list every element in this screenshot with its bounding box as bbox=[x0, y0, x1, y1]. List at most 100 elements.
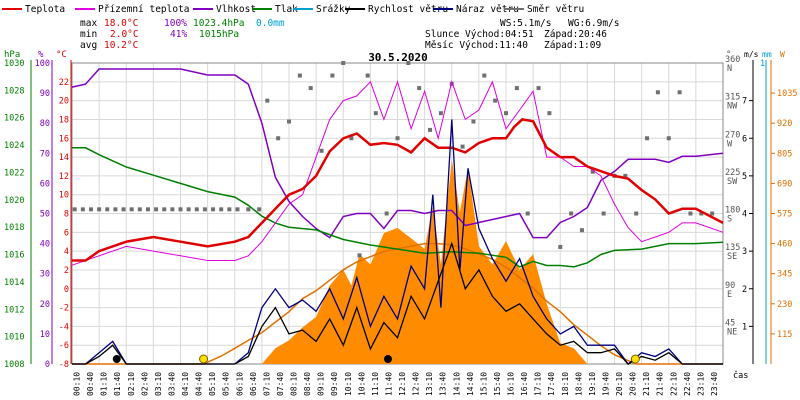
axes: 1030102810261024102210201018101610141012… bbox=[4, 55, 797, 396]
temp-tick-label: 16 bbox=[59, 134, 69, 144]
time-tick-label: 07:10 bbox=[262, 372, 271, 396]
stat-max-temp: 18.0°C bbox=[104, 18, 138, 29]
stat-max-rain: 0.0mm bbox=[256, 18, 285, 29]
hum-tick-label: 20 bbox=[40, 300, 50, 310]
time-tick-label: 17:40 bbox=[547, 372, 556, 396]
press-tick-label: 1012 bbox=[4, 305, 24, 315]
temp-tick-label: -2 bbox=[59, 304, 69, 314]
stats: max 18.0°C 100% 1023.4hPa 0.0mm min 2.0°… bbox=[80, 18, 285, 51]
temp-tick-label: 8 bbox=[64, 210, 69, 220]
stat-min-label: min bbox=[80, 29, 97, 40]
stat-max-label: max bbox=[80, 18, 97, 29]
time-tick-label: 14:40 bbox=[466, 372, 475, 396]
press-tick-label: 1028 bbox=[4, 86, 24, 96]
wind-direction-point bbox=[623, 173, 628, 178]
time-tick-label: 22:10 bbox=[669, 372, 678, 396]
wind-direction-point bbox=[666, 136, 671, 141]
wind-direction-point bbox=[113, 207, 118, 212]
time-tick-label: 13:10 bbox=[425, 372, 434, 396]
hum-tick-label: 100 bbox=[35, 59, 50, 69]
hum-tick-label: 30 bbox=[40, 270, 50, 280]
wind-direction-point bbox=[504, 111, 508, 116]
legend-prizemni-teplota: Přízemní teplota bbox=[75, 4, 190, 15]
solar-tick-label: 345 bbox=[777, 270, 792, 280]
time-tick-label: 02:40 bbox=[140, 372, 149, 396]
time-tick-label: 20:10 bbox=[615, 372, 624, 396]
stat-min-temp: 2.0°C bbox=[110, 29, 139, 40]
press-tick-label: 1014 bbox=[4, 278, 24, 288]
info-sunset: Západ:20:46 bbox=[544, 29, 607, 40]
hum-unit: % bbox=[38, 50, 44, 60]
stat-min-hum: 41% bbox=[170, 29, 187, 40]
dir-tick-name: W bbox=[727, 139, 733, 149]
stat-avg-label: avg bbox=[80, 40, 97, 51]
wind-direction-point bbox=[384, 211, 389, 216]
wind-tick-label: 6 bbox=[742, 134, 747, 144]
wind-direction-point bbox=[525, 211, 530, 216]
solar-tick-label: 460 bbox=[777, 240, 792, 250]
sun-marker bbox=[630, 354, 640, 364]
chart-title: 30.5.2020 bbox=[368, 51, 428, 64]
wind-direction-point bbox=[202, 207, 207, 212]
time-tick-label: 01:10 bbox=[100, 372, 109, 396]
time-tick-label: 15:40 bbox=[493, 372, 502, 396]
time-tick-label: 09:40 bbox=[330, 372, 339, 396]
wind-direction-point bbox=[319, 148, 324, 153]
legend-tlak: Tlak bbox=[252, 4, 298, 15]
series-sunshine-area bbox=[72, 159, 723, 364]
wind-direction-point bbox=[287, 119, 291, 124]
temp-tick-label: 10 bbox=[59, 191, 69, 201]
dir-tick-name: NW bbox=[727, 102, 738, 112]
wind-tick-label: 5 bbox=[742, 172, 747, 182]
time-tick-label: 08:40 bbox=[303, 372, 312, 396]
temp-tick-label: -8 bbox=[59, 360, 69, 370]
press-unit: hPa bbox=[4, 50, 20, 60]
wind-direction-point bbox=[677, 90, 682, 95]
wind-tick-label: 7 bbox=[742, 97, 747, 107]
unit-headers: hPa % °C ° m/s mm W čas bbox=[4, 50, 785, 381]
moon-marker bbox=[112, 355, 121, 363]
wind-direction-point bbox=[154, 207, 159, 212]
hum-tick-label: 90 bbox=[40, 89, 50, 99]
legend-label: Přízemní teplota bbox=[98, 4, 190, 15]
legend-rychlost-vetru: Rychlost větru bbox=[345, 4, 448, 15]
dir-tick-deg: 315 bbox=[725, 93, 740, 103]
wind-direction-point bbox=[590, 169, 595, 174]
time-tick-label: 00:10 bbox=[73, 372, 82, 396]
time-tick-label: 21:10 bbox=[642, 372, 651, 396]
legend-label: Tlak bbox=[275, 4, 298, 15]
press-tick-label: 1022 bbox=[4, 168, 24, 178]
wind-direction-point bbox=[569, 211, 574, 216]
legend-label: Náraz větru bbox=[456, 4, 519, 15]
wind-direction-point bbox=[88, 207, 93, 212]
wind-direction-point bbox=[710, 211, 715, 216]
time-tick-label: 16:40 bbox=[520, 372, 529, 396]
solar-tick-label: 920 bbox=[777, 119, 792, 129]
wind-tick-label: 4 bbox=[742, 210, 747, 220]
time-tick-label: 11:10 bbox=[371, 372, 380, 396]
wind-direction-point bbox=[80, 207, 85, 212]
time-tick-label: 06:40 bbox=[249, 372, 258, 396]
dir-tick-name: N bbox=[727, 64, 732, 74]
wind-direction-point bbox=[645, 136, 650, 141]
dir-tick-name: SW bbox=[727, 177, 738, 187]
wind-direction-point bbox=[246, 207, 251, 212]
wind-direction-point bbox=[137, 207, 142, 212]
time-tick-label: 12:10 bbox=[398, 372, 407, 396]
time-tick-label: 11:40 bbox=[384, 372, 393, 396]
temp-tick-label: 18 bbox=[59, 115, 69, 125]
wind-direction-point bbox=[558, 244, 563, 249]
moon-marker bbox=[384, 355, 393, 363]
time-tick-label: 17:10 bbox=[534, 372, 543, 396]
time-tick-label: 23:40 bbox=[710, 372, 719, 396]
temp-tick-label: 14 bbox=[59, 153, 69, 163]
wind-direction-point bbox=[235, 207, 240, 212]
wind-tick-label: 1 bbox=[742, 322, 747, 332]
wind-direction-point bbox=[357, 253, 362, 258]
temp-tick-label: 0 bbox=[64, 285, 69, 295]
temp-tick-label: 6 bbox=[64, 228, 69, 238]
solar-tick-label: 690 bbox=[777, 179, 792, 189]
wind-direction-point bbox=[601, 211, 606, 216]
wind-direction-point bbox=[438, 111, 443, 116]
